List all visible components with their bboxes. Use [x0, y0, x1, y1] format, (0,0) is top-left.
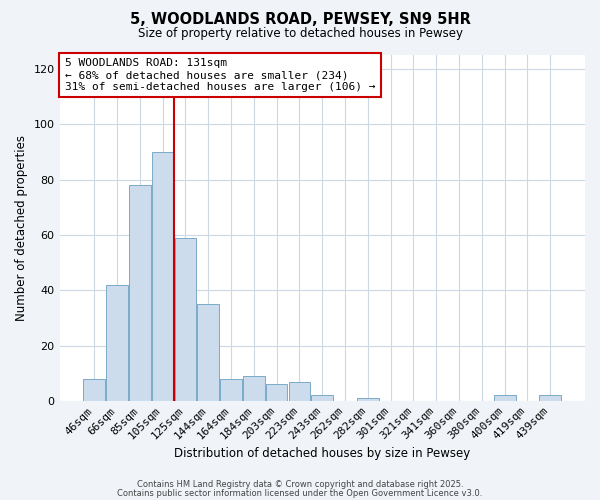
Text: Contains public sector information licensed under the Open Government Licence v3: Contains public sector information licen… [118, 490, 482, 498]
Bar [494, 396, 515, 401]
Bar [266, 384, 287, 401]
Bar [152, 152, 173, 401]
Bar [311, 396, 333, 401]
Bar [175, 238, 196, 401]
Text: Size of property relative to detached houses in Pewsey: Size of property relative to detached ho… [137, 28, 463, 40]
Bar [243, 376, 265, 401]
Bar [539, 396, 561, 401]
Bar [197, 304, 219, 401]
Bar [106, 284, 128, 401]
Bar [357, 398, 379, 401]
Bar [83, 378, 105, 401]
Bar [129, 185, 151, 401]
Bar [289, 382, 310, 401]
Text: Contains HM Land Registry data © Crown copyright and database right 2025.: Contains HM Land Registry data © Crown c… [137, 480, 463, 489]
Text: 5, WOODLANDS ROAD, PEWSEY, SN9 5HR: 5, WOODLANDS ROAD, PEWSEY, SN9 5HR [130, 12, 470, 28]
Bar [220, 378, 242, 401]
Y-axis label: Number of detached properties: Number of detached properties [15, 135, 28, 321]
X-axis label: Distribution of detached houses by size in Pewsey: Distribution of detached houses by size … [174, 447, 470, 460]
Text: 5 WOODLANDS ROAD: 131sqm
← 68% of detached houses are smaller (234)
31% of semi-: 5 WOODLANDS ROAD: 131sqm ← 68% of detach… [65, 58, 375, 92]
